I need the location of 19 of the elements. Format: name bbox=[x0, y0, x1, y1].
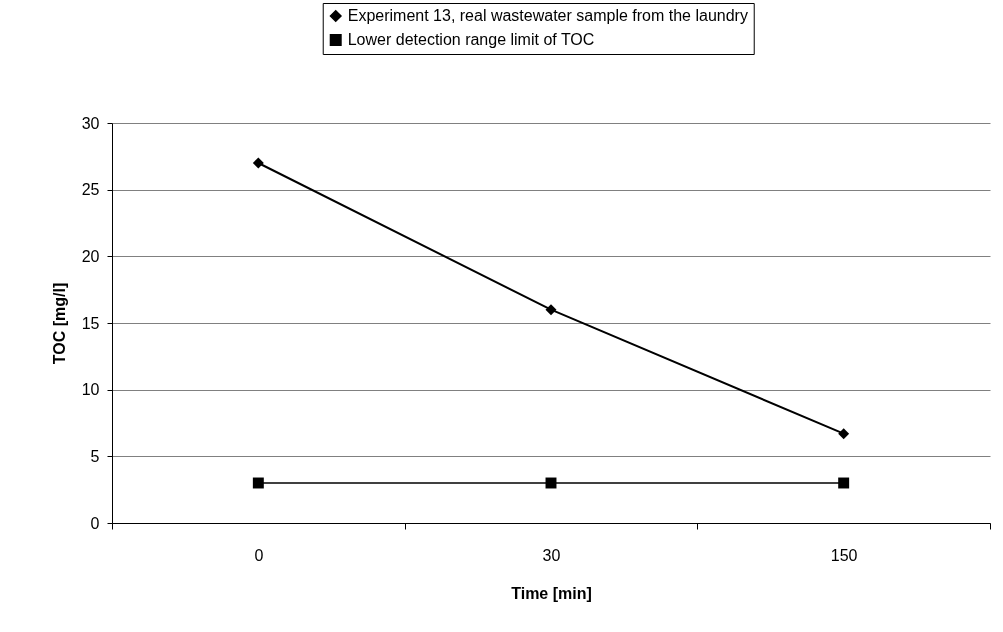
point bbox=[545, 304, 557, 316]
y-tick-label: 25 bbox=[81, 181, 100, 199]
legend-label: Lower detection range limit of TOC bbox=[347, 31, 595, 48]
point bbox=[252, 157, 264, 169]
y-tick-label: 20 bbox=[81, 247, 100, 265]
legend-label: Experiment 13, real wastewater sample from the laundry bbox=[347, 7, 748, 24]
y-tick-label: 30 bbox=[81, 114, 100, 132]
x-tick-label: 30 bbox=[542, 546, 561, 564]
y-tick-label: 0 bbox=[90, 514, 100, 532]
x-tick-label: 150 bbox=[830, 546, 858, 564]
x-axis-title: Time [min] bbox=[511, 584, 592, 602]
y-axis-title: TOC [mg/l] bbox=[50, 282, 68, 365]
point bbox=[838, 477, 850, 489]
point bbox=[838, 428, 850, 440]
y-tick-label: 5 bbox=[90, 447, 100, 465]
y-tick-label: 15 bbox=[81, 314, 100, 332]
point bbox=[252, 477, 264, 489]
x-tick-label: 0 bbox=[254, 546, 264, 564]
y-tick-label: 10 bbox=[81, 381, 100, 399]
